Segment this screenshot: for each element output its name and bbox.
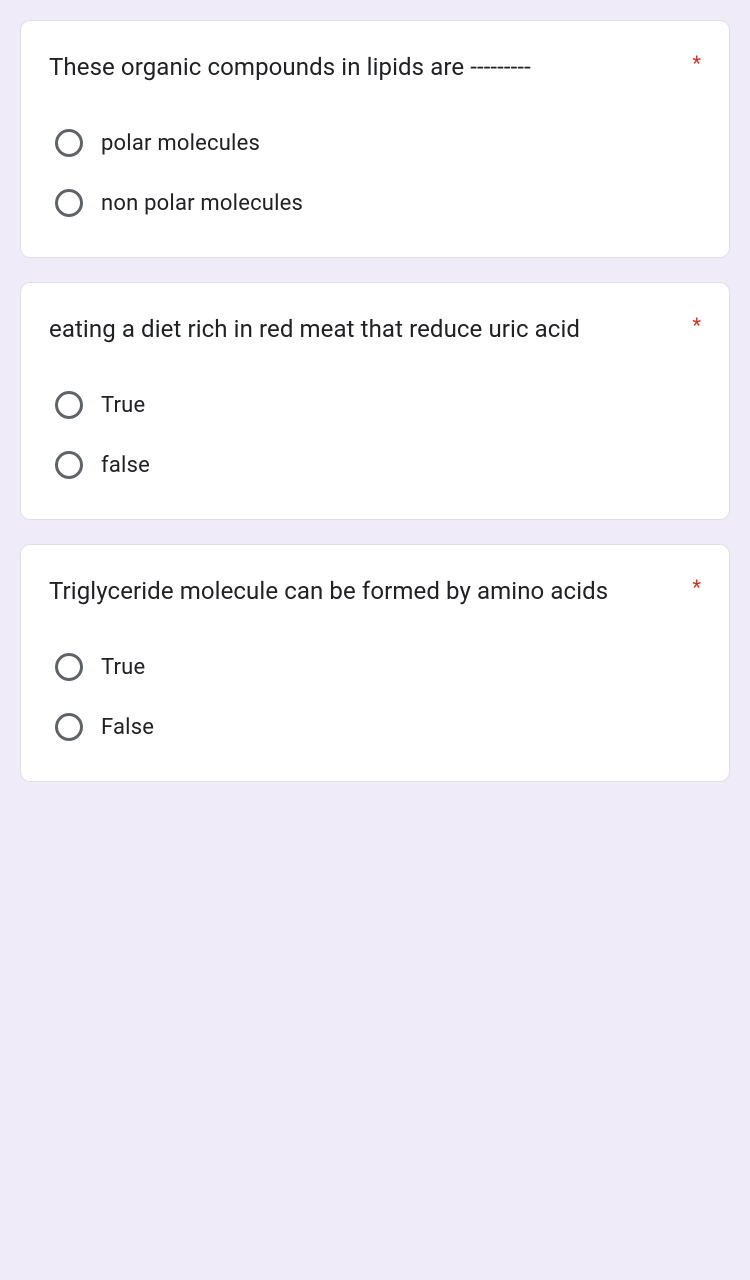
- option-label: polar molecules: [101, 131, 260, 156]
- option-label: False: [101, 715, 154, 740]
- radio-unchecked-icon: [55, 129, 83, 157]
- radio-unchecked-icon: [55, 713, 83, 741]
- required-asterisk-icon: *: [692, 575, 701, 599]
- option-label: false: [101, 453, 150, 478]
- radio-unchecked-icon: [55, 189, 83, 217]
- radio-option[interactable]: polar molecules: [49, 121, 701, 165]
- radio-unchecked-icon: [55, 451, 83, 479]
- radio-unchecked-icon: [55, 391, 83, 419]
- required-asterisk-icon: *: [692, 313, 701, 337]
- option-label: True: [101, 655, 145, 680]
- radio-option[interactable]: false: [49, 443, 701, 487]
- radio-option[interactable]: True: [49, 645, 701, 689]
- question-header: Triglyceride molecule can be formed by a…: [49, 573, 701, 609]
- question-text: eating a diet rich in red meat that redu…: [49, 311, 682, 347]
- radio-option[interactable]: True: [49, 383, 701, 427]
- option-label: non polar molecules: [101, 191, 303, 216]
- question-header: eating a diet rich in red meat that redu…: [49, 311, 701, 347]
- required-asterisk-icon: *: [692, 51, 701, 75]
- question-card-2: eating a diet rich in red meat that redu…: [20, 282, 730, 520]
- question-header: These organic compounds in lipids are --…: [49, 49, 701, 85]
- question-card-3: Triglyceride molecule can be formed by a…: [20, 544, 730, 782]
- radio-option[interactable]: False: [49, 705, 701, 749]
- question-text: These organic compounds in lipids are --…: [49, 49, 682, 85]
- question-card-1: These organic compounds in lipids are --…: [20, 20, 730, 258]
- radio-option[interactable]: non polar molecules: [49, 181, 701, 225]
- option-label: True: [101, 393, 145, 418]
- radio-unchecked-icon: [55, 653, 83, 681]
- question-text: Triglyceride molecule can be formed by a…: [49, 573, 682, 609]
